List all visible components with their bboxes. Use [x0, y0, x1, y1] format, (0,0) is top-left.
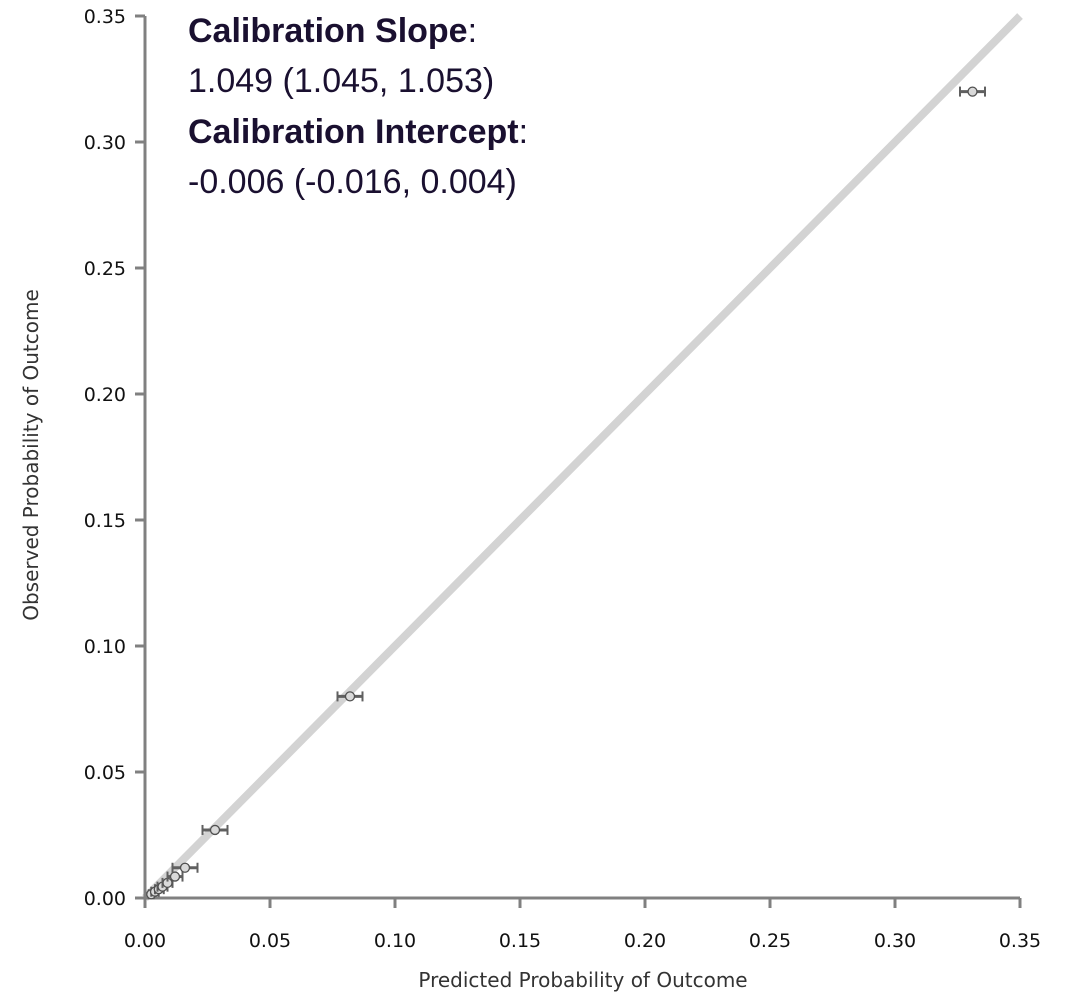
- y-tick-label: 0.10: [84, 636, 126, 658]
- y-tick-label: 0.30: [84, 132, 126, 154]
- y-tick-label: 0.25: [84, 258, 126, 280]
- data-point-group: [959, 86, 986, 97]
- reference-line-layer: [142, 13, 1023, 901]
- data-point: [169, 871, 181, 882]
- data-point: [179, 862, 191, 873]
- x-tick-label: 0.10: [374, 930, 416, 952]
- axes: [135, 14, 1022, 908]
- data-point: [344, 691, 356, 702]
- intercept-heading: Calibration Intercept:: [188, 113, 528, 151]
- intercept-colon: :: [519, 113, 528, 151]
- slope-label: Calibration Slope: [188, 12, 468, 50]
- slope-colon: :: [468, 12, 477, 50]
- x-axis-title: Predicted Probability of Outcome: [418, 968, 747, 992]
- data-point-group: [166, 871, 184, 882]
- tick-labels: 0.00 0.05 0.10 0.15 0.20 0.25 0.30 0.35 0.00 0.05…: [84, 6, 1041, 952]
- data-point: [209, 824, 221, 836]
- data-point-group: [201, 824, 229, 836]
- y-tick-label: 0.20: [84, 384, 126, 406]
- intercept-value: -0.006 (-0.016, 0.004): [188, 163, 517, 201]
- x-tick-label: 0.25: [749, 930, 791, 952]
- y-tick-label: 0.35: [84, 6, 126, 28]
- slope-value: 1.049 (1.045, 1.053): [188, 62, 494, 100]
- intercept-label: Calibration Intercept: [188, 113, 519, 151]
- y-tick-label: 0.00: [84, 888, 126, 910]
- data-point-group: [171, 862, 199, 873]
- calibration-annotation: Calibration Slope: 1.049 (1.045, 1.053) …: [188, 12, 528, 201]
- x-tick-label: 0.30: [874, 930, 916, 952]
- x-tick-label: 0.35: [999, 930, 1041, 952]
- data-point: [967, 86, 978, 97]
- x-tick-label: 0.00: [124, 930, 166, 952]
- y-axis-title: Observed Probability of Outcome: [19, 289, 43, 621]
- slope-heading: Calibration Slope:: [188, 12, 477, 50]
- y-tick-label: 0.05: [84, 762, 126, 784]
- x-tick-label: 0.05: [249, 930, 291, 952]
- reference-line: [142, 13, 1023, 901]
- data-point-group: [336, 691, 364, 702]
- x-tick-label: 0.15: [499, 930, 541, 952]
- data-points: [146, 86, 986, 900]
- x-tick-label: 0.20: [624, 930, 666, 952]
- y-tick-label: 0.15: [84, 510, 126, 532]
